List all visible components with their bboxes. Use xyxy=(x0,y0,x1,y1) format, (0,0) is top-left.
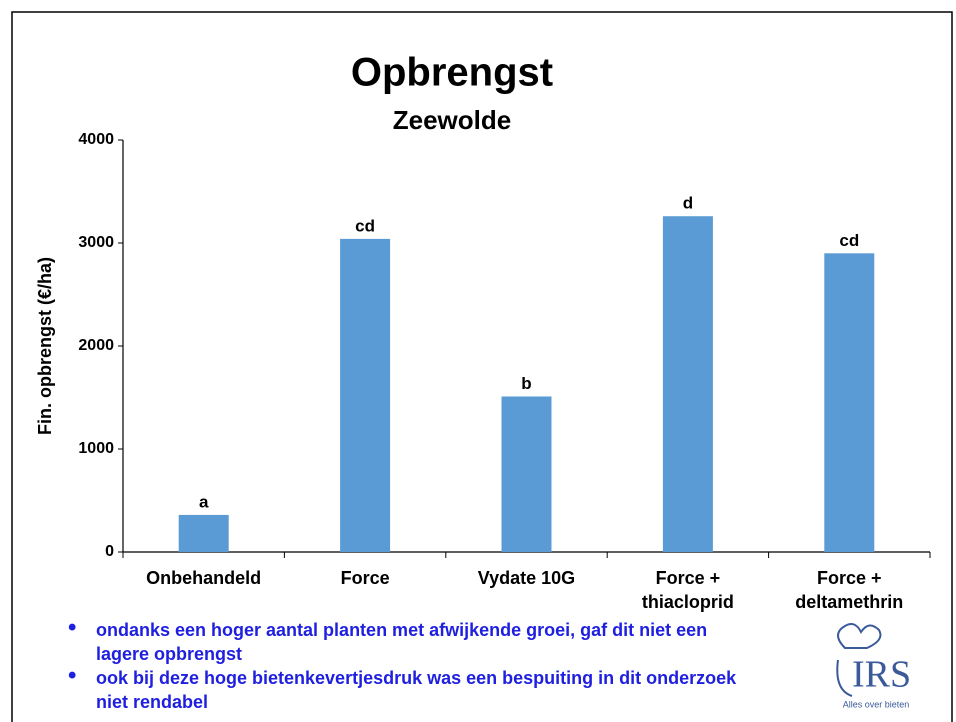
bar xyxy=(340,238,391,552)
bar-annotation: cd xyxy=(839,231,859,250)
logo-text: IRS xyxy=(852,654,911,696)
bullet: ondanks een hoger aantal planten met afw… xyxy=(62,616,742,666)
bar xyxy=(824,253,875,553)
bar xyxy=(178,514,229,552)
bullet-list: ondanks een hoger aantal planten met afw… xyxy=(62,616,742,714)
y-tick-label: 1000 xyxy=(78,440,114,457)
y-tick-label: 3000 xyxy=(78,234,114,251)
chart-title: Opbrengst xyxy=(351,51,553,95)
bullet: ook bij deze hoge bietenkevertjesdruk wa… xyxy=(62,664,742,714)
y-axis-label: Fin. opbrengst (€/ha) xyxy=(35,257,55,435)
bar-annotation: b xyxy=(521,374,531,393)
x-tick-label: Onbehandeld xyxy=(146,568,262,588)
x-tick-label: Vydate 10G xyxy=(477,568,576,588)
y-tick-label: 2000 xyxy=(78,337,114,354)
bar-annotation: a xyxy=(199,492,209,511)
bar-annotation: d xyxy=(683,194,693,213)
logo-tagline: Alles over bieten xyxy=(843,699,910,709)
slide-border xyxy=(11,11,953,722)
x-tick-label: Force + thiacloprid xyxy=(641,568,734,612)
bar xyxy=(662,216,713,552)
x-tick-label: Force + deltamethrin xyxy=(795,568,904,612)
logo-curve xyxy=(836,659,853,697)
logo-leaf xyxy=(837,623,882,649)
x-tick-label: Force xyxy=(340,568,390,588)
y-tick-label: 4000 xyxy=(78,131,114,148)
y-tick-label: 0 xyxy=(105,543,114,560)
bar xyxy=(501,396,552,552)
bar-annotation: cd xyxy=(355,216,375,235)
chart-subtitle: Zeewolde xyxy=(393,105,511,135)
logo: IRS Alles over bieten xyxy=(836,623,911,709)
